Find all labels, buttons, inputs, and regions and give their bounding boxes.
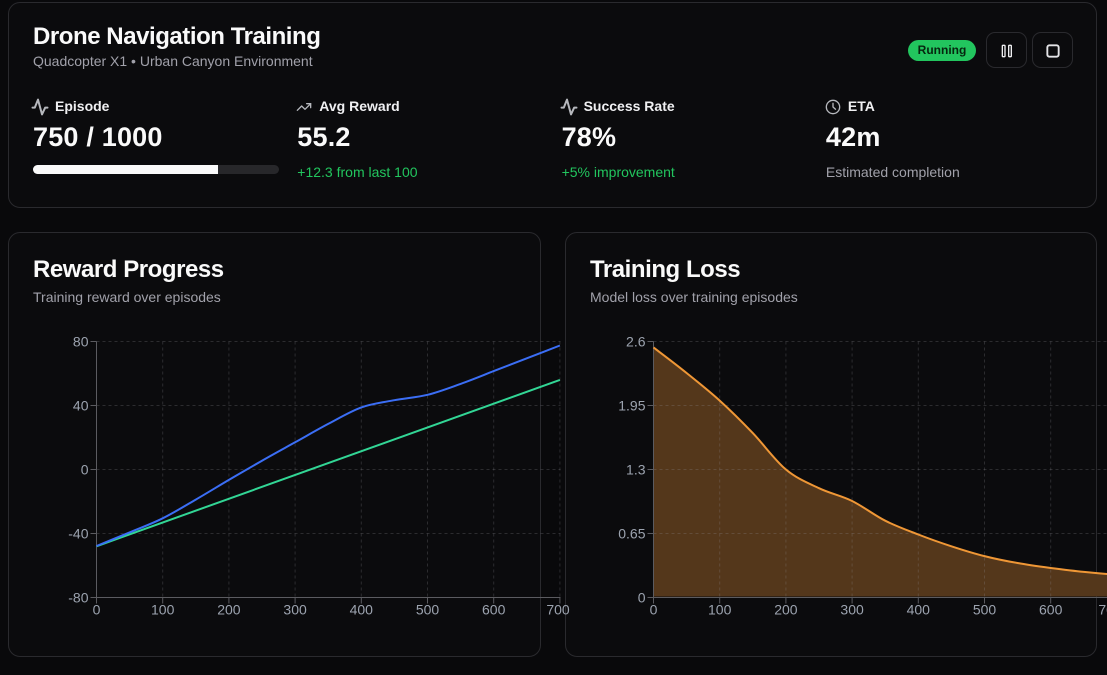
svg-text:0.65: 0.65	[618, 526, 645, 542]
svg-text:700: 700	[546, 602, 570, 618]
svg-text:2.6: 2.6	[626, 334, 646, 350]
svg-text:200: 200	[774, 602, 798, 618]
svg-text:400: 400	[907, 602, 931, 618]
svg-text:300: 300	[283, 602, 307, 618]
svg-text:0: 0	[650, 602, 658, 618]
svg-text:0: 0	[638, 590, 646, 606]
svg-text:40: 40	[73, 398, 89, 414]
svg-text:300: 300	[840, 602, 864, 618]
svg-text:100: 100	[151, 602, 175, 618]
svg-text:600: 600	[1039, 602, 1063, 618]
svg-text:0: 0	[81, 462, 89, 478]
svg-text:700: 700	[1098, 602, 1107, 618]
svg-text:80: 80	[73, 334, 89, 350]
svg-text:1.95: 1.95	[618, 398, 645, 414]
svg-text:0: 0	[93, 602, 101, 618]
svg-text:500: 500	[973, 602, 997, 618]
svg-text:600: 600	[482, 602, 506, 618]
svg-text:-40: -40	[68, 526, 88, 542]
svg-text:100: 100	[708, 602, 732, 618]
svg-text:1.3: 1.3	[626, 462, 646, 478]
svg-text:400: 400	[350, 602, 374, 618]
svg-text:200: 200	[217, 602, 241, 618]
svg-text:-80: -80	[68, 590, 88, 606]
svg-text:500: 500	[416, 602, 440, 618]
